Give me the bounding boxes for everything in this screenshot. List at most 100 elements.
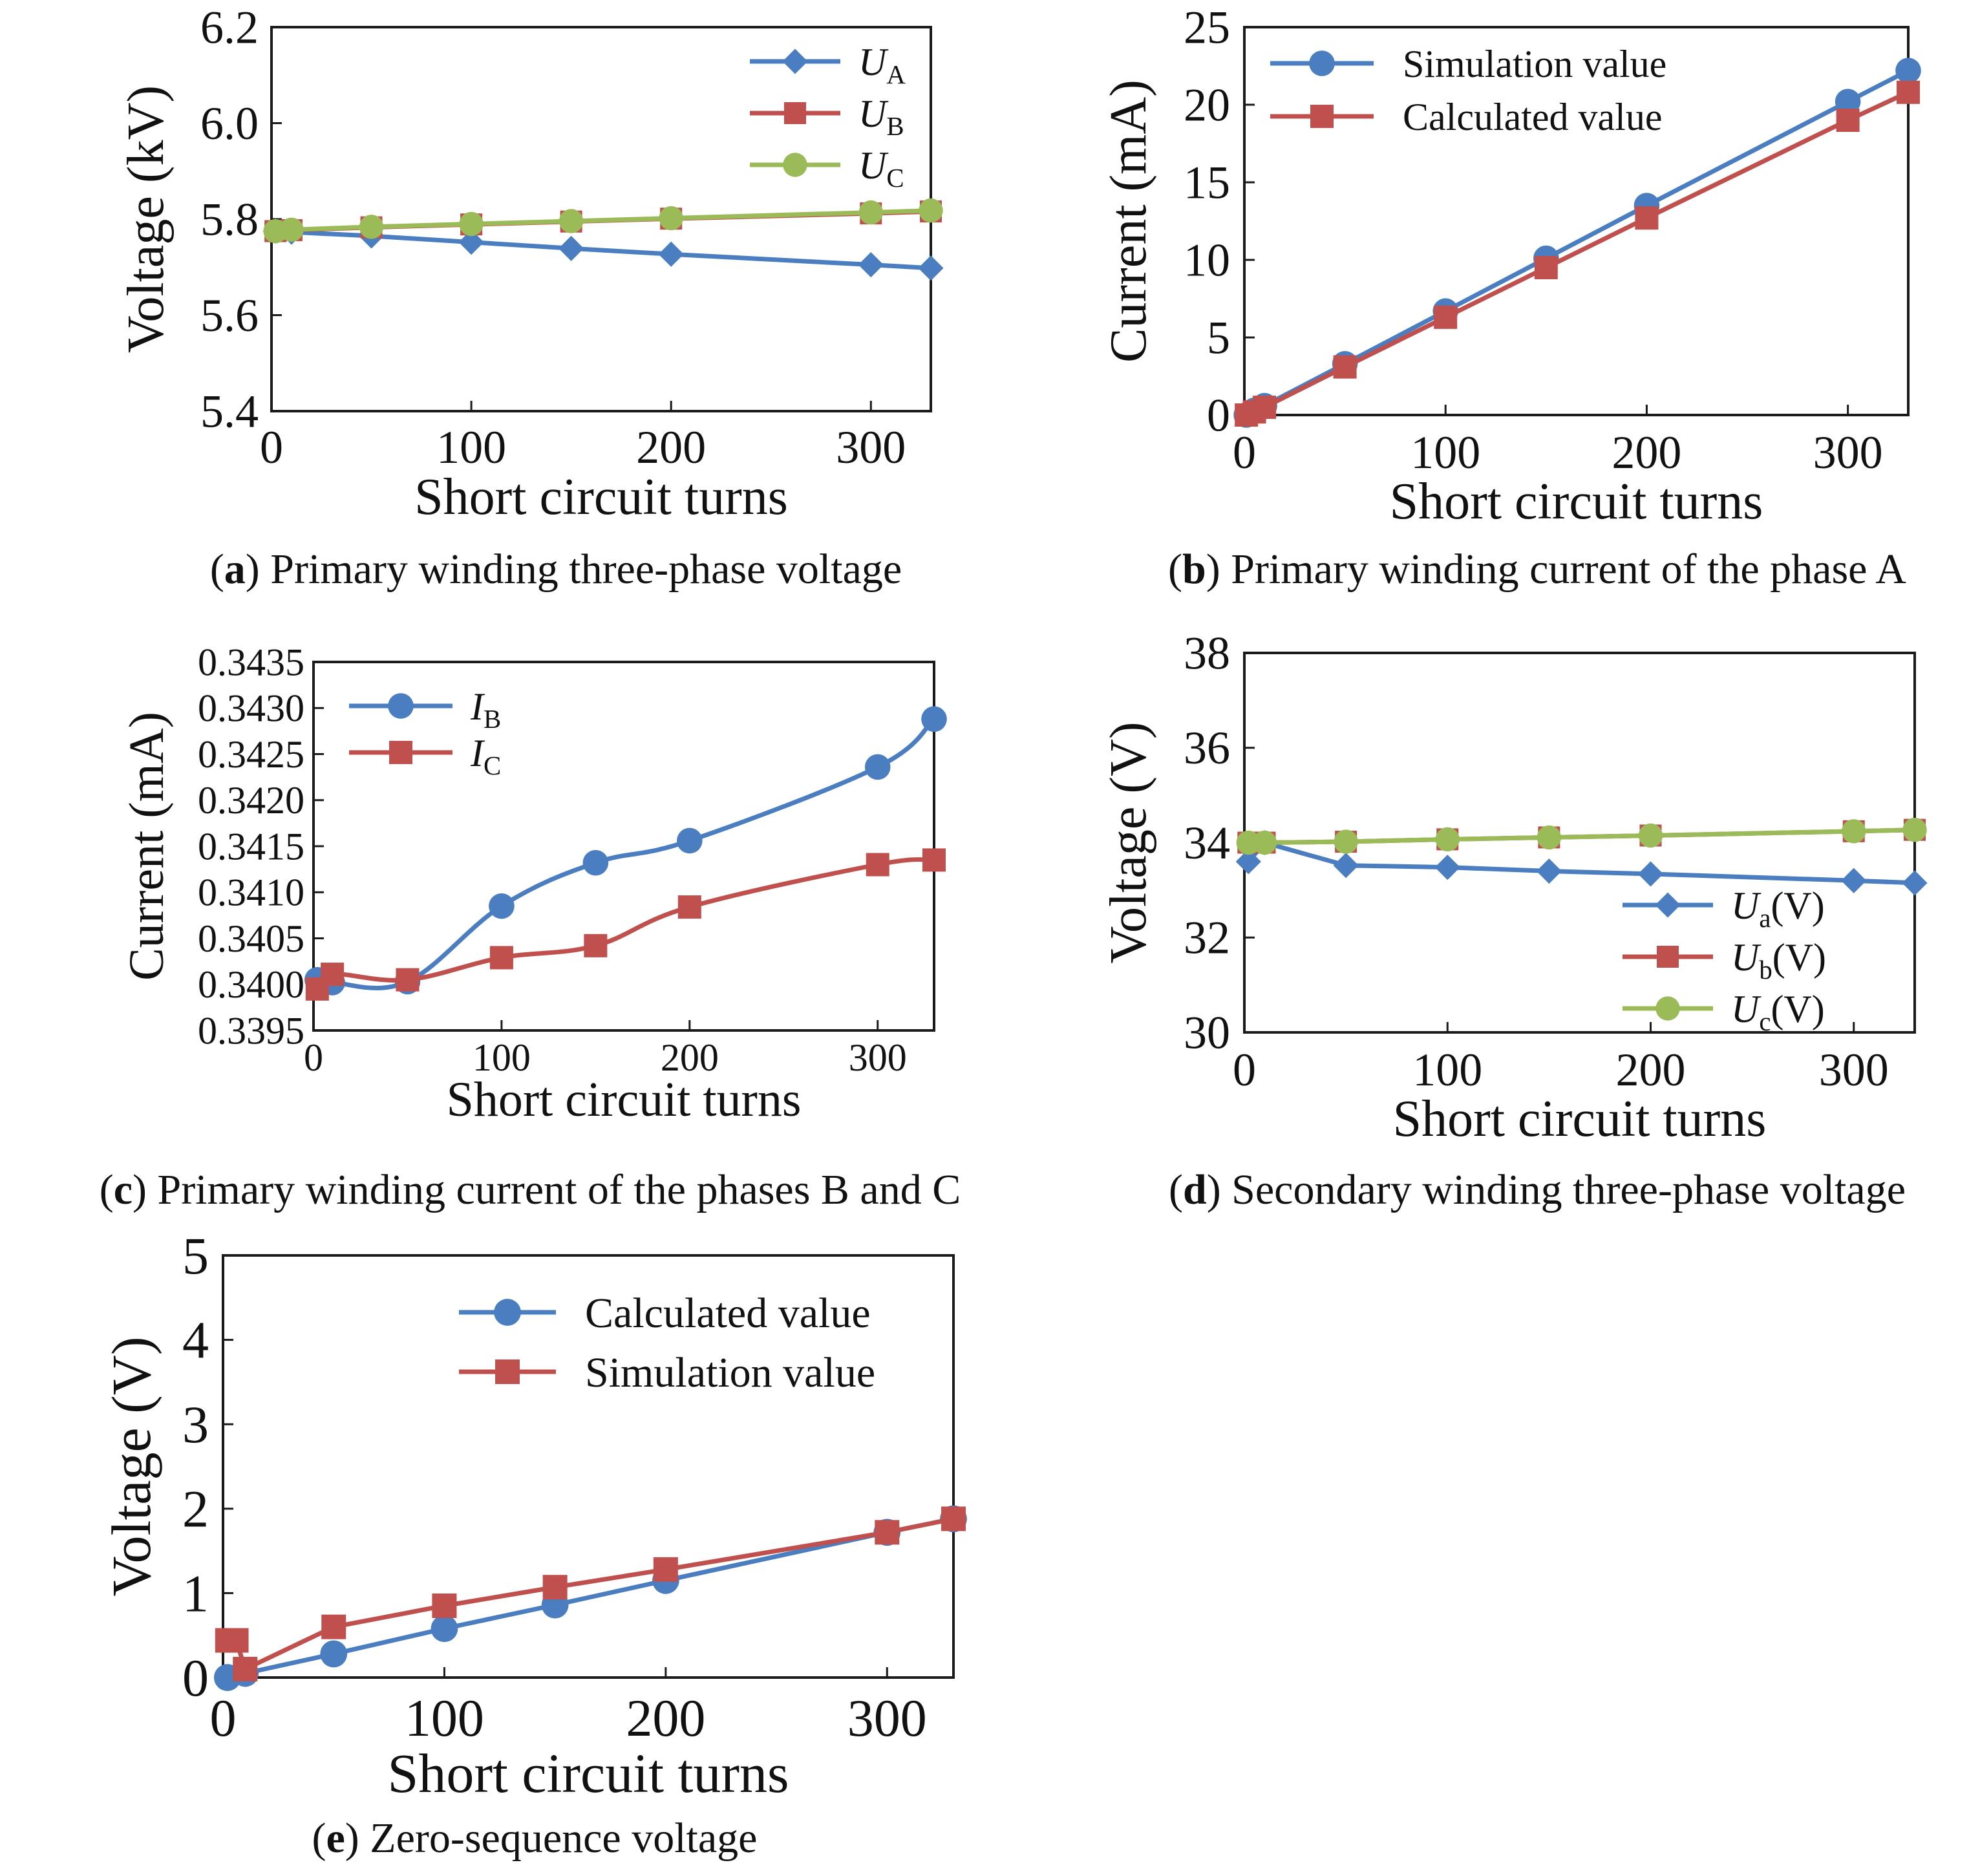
- data-point: [1333, 853, 1359, 879]
- data-point: [320, 1640, 348, 1668]
- legend-item: Calculated value: [459, 1290, 871, 1337]
- x-tick-label: 0: [1233, 1044, 1256, 1096]
- x-tick-label: 200: [626, 1689, 705, 1747]
- y-tick-label: 0.3405: [198, 917, 304, 960]
- subfigure-caption: (e) Zero-sequence voltage: [312, 1815, 758, 1862]
- y-tick-label: 5.8: [200, 193, 259, 245]
- series-2: [263, 198, 943, 244]
- data-point: [489, 946, 513, 970]
- y-tick-label: 2: [182, 1480, 209, 1539]
- data-point: [1836, 109, 1860, 132]
- series-line: [315, 857, 935, 991]
- legend-label: Ua(V): [1731, 884, 1825, 933]
- data-point: [582, 849, 609, 876]
- legend-item: Calculated value: [1270, 96, 1662, 138]
- series-line: [1246, 840, 1915, 886]
- data-point: [1252, 830, 1277, 855]
- series-line: [1248, 827, 1915, 845]
- subfigure-caption: (b) Primary winding current of the phase…: [1168, 546, 1906, 593]
- legend-label: Calculated value: [1403, 96, 1662, 138]
- x-tick-label: 100: [1410, 427, 1480, 478]
- legend-marker: [784, 102, 806, 124]
- data-point: [559, 235, 584, 261]
- legend-item: Simulation value: [1270, 43, 1666, 85]
- data-point: [542, 1575, 568, 1600]
- data-point: [875, 1520, 900, 1545]
- data-point: [1902, 817, 1927, 842]
- x-axis-label: Short circuit turns: [1390, 473, 1763, 530]
- y-tick-label: 34: [1184, 817, 1230, 869]
- x-axis-label: Short circuit turns: [387, 1742, 789, 1804]
- y-tick-label: 38: [1184, 627, 1230, 679]
- legend-marker: [388, 693, 414, 719]
- y-tick-label: 0: [1207, 389, 1230, 441]
- data-point: [489, 893, 515, 919]
- y-tick-label: 0: [182, 1648, 209, 1707]
- y-tick-label: 25: [1184, 1, 1230, 53]
- x-tick-label: 0: [260, 421, 283, 473]
- y-tick-label: 4: [182, 1310, 209, 1369]
- data-point: [653, 1557, 678, 1582]
- legend-label: IC: [470, 732, 501, 780]
- y-tick-label: 1: [182, 1564, 209, 1623]
- legend-item: Ua(V): [1623, 884, 1825, 933]
- y-axis-label: Current (mA): [1100, 80, 1157, 363]
- legend-label: Uc(V): [1731, 988, 1825, 1036]
- x-axis-label: Short circuit turns: [447, 1072, 802, 1127]
- x-tick-label: 100: [436, 421, 506, 473]
- series-1: [305, 848, 946, 1001]
- data-point: [233, 1656, 258, 1681]
- y-tick-label: 5: [1207, 312, 1230, 363]
- series-1: [1235, 80, 1920, 427]
- data-point: [1637, 861, 1664, 887]
- x-tick-label: 300: [1813, 427, 1883, 478]
- data-point: [659, 206, 683, 231]
- legend-label: IB: [470, 685, 501, 734]
- legend-label: Simulation value: [585, 1349, 875, 1396]
- plot-frame: [1243, 26, 1910, 416]
- chart-e: 0 100 200 300 0 1 2 3 4 5 Short circuit turns Volta…: [100, 1226, 967, 1862]
- chart-b: 0 100 200 300 0 5 10 15 20 25 Short circuit turns C…: [1100, 1, 1921, 593]
- legend-label: Ub(V): [1731, 936, 1826, 985]
- data-point: [1434, 855, 1460, 880]
- data-point: [1536, 858, 1562, 884]
- y-tick-label: 5.4: [200, 385, 259, 437]
- data-point: [1638, 823, 1663, 848]
- data-point: [459, 211, 484, 237]
- data-point: [1334, 829, 1358, 854]
- series-2: [1236, 817, 1927, 855]
- y-tick-label: 6.0: [200, 98, 259, 149]
- legend-item: UA: [750, 41, 906, 89]
- subfigure-caption: (c) Primary winding current of the phase…: [100, 1166, 961, 1213]
- data-point: [224, 1628, 249, 1653]
- data-point: [1902, 870, 1928, 896]
- data-point: [922, 848, 946, 872]
- data-point: [1835, 89, 1861, 114]
- x-tick-label: 0: [304, 1036, 323, 1079]
- legend: Calculated value Simulation value: [459, 1290, 875, 1396]
- data-point: [1842, 819, 1866, 844]
- legend-label: UB: [858, 92, 904, 141]
- data-point: [921, 706, 947, 732]
- chart-c: 0 100 200 300 0.33950.34000.34050.34100.3415…: [100, 641, 961, 1213]
- legend-item: IC: [349, 732, 501, 780]
- y-tick-label: 20: [1184, 79, 1230, 131]
- x-tick-label: 200: [1612, 427, 1681, 478]
- data-point: [279, 217, 304, 242]
- chart-a: 0 100 200 300 5.4 5.6 5.8 6.0 6.2 Short circuit t…: [118, 1, 944, 593]
- data-point: [1434, 305, 1458, 329]
- y-tick-label: 0.3395: [198, 1009, 304, 1052]
- y-tick-label: 0.3435: [198, 641, 304, 683]
- legend-marker: [389, 741, 412, 764]
- data-point: [858, 251, 884, 278]
- y-tick-label: 0.3415: [198, 825, 304, 868]
- legend-marker: [1310, 105, 1334, 128]
- data-point: [858, 200, 883, 225]
- data-point: [919, 198, 943, 223]
- x-tick-label: 100: [473, 1036, 531, 1079]
- data-point: [1897, 80, 1920, 104]
- legend-item: UB: [750, 92, 904, 141]
- y-tick-label: 0.3430: [198, 687, 304, 730]
